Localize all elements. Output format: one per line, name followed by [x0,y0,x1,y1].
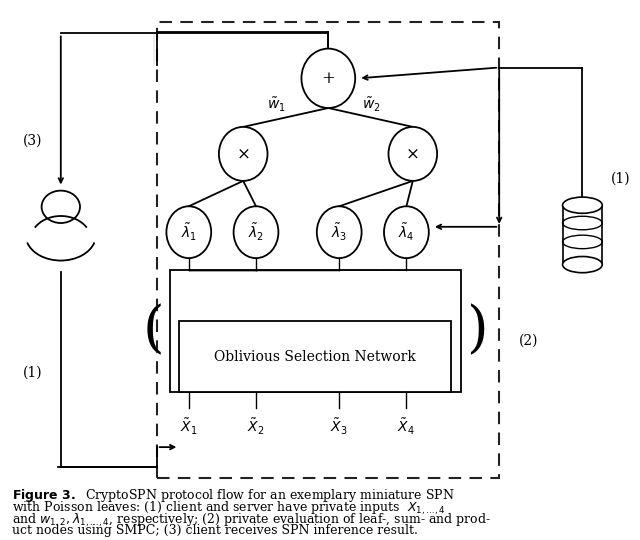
Text: $\tilde{\lambda}_1$: $\tilde{\lambda}_1$ [180,222,197,242]
Ellipse shape [317,206,362,258]
Ellipse shape [384,206,429,258]
Text: ×: × [236,145,250,163]
Text: $\tilde{\lambda}_2$: $\tilde{\lambda}_2$ [248,222,264,242]
Bar [170,270,461,392]
Ellipse shape [563,256,602,273]
Text: $\tilde{X}_1$: $\tilde{X}_1$ [180,417,198,437]
Bar [563,205,602,265]
Ellipse shape [166,206,211,258]
Text: (1): (1) [22,366,42,380]
Text: ): ) [466,303,488,358]
Text: (: ( [143,303,164,358]
Bar [179,321,451,392]
Ellipse shape [219,127,268,181]
Text: Oblivious Selection Network: Oblivious Selection Network [214,350,416,365]
Text: ×: × [406,145,420,163]
Bar [157,22,499,478]
Text: $\tilde{X}_3$: $\tilde{X}_3$ [330,417,348,437]
Ellipse shape [388,127,437,181]
Text: uct nodes using SMPC; (3) client receives SPN inference result.: uct nodes using SMPC; (3) client receive… [12,524,417,537]
Text: (1): (1) [611,171,631,185]
Text: (2): (2) [518,333,538,347]
Text: $\tilde{X}_4$: $\tilde{X}_4$ [397,417,415,437]
Text: $\tilde{\lambda}_4$: $\tilde{\lambda}_4$ [398,222,415,242]
Text: and $w_{1,2}, \lambda_{1,\ldots,4}$, respectively; (2) private evaluation of lea: and $w_{1,2}, \lambda_{1,\ldots,4}$, res… [12,512,490,529]
Text: +: + [321,70,335,87]
Text: $\tilde{X}_2$: $\tilde{X}_2$ [247,417,265,437]
Text: with Poisson leaves: (1) client and server have private inputs  $X_{1,\ldots,4}$: with Poisson leaves: (1) client and serv… [12,500,445,517]
Text: $\mathbf{Figure\ 3.}$  CryptoSPN protocol flow for an exemplary miniature SPN: $\mathbf{Figure\ 3.}$ CryptoSPN protocol… [12,487,454,504]
Ellipse shape [563,197,602,213]
Ellipse shape [301,49,355,108]
Text: $\tilde{w}_1$: $\tilde{w}_1$ [267,96,286,114]
Ellipse shape [234,206,278,258]
Text: $\tilde{\lambda}_3$: $\tilde{\lambda}_3$ [331,222,348,242]
Text: (3): (3) [22,133,42,147]
Text: $\tilde{w}_2$: $\tilde{w}_2$ [362,96,381,114]
